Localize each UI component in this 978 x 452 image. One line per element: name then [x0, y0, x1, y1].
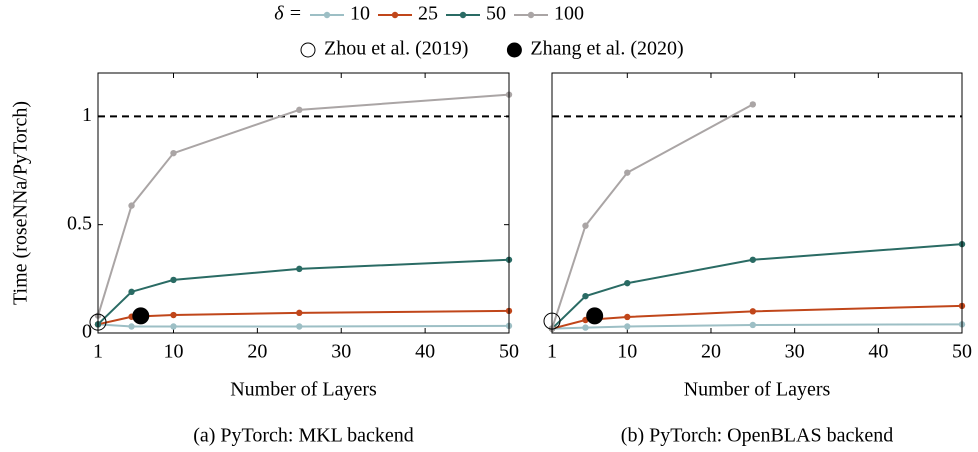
series-line — [97, 323, 510, 328]
x-tick-label: 40 — [868, 341, 888, 363]
series-line — [97, 309, 510, 326]
legend-label: 10 — [350, 3, 370, 25]
x-axis-label: Number of Layers — [230, 379, 377, 401]
y-axis-label: Time (roseNNa/PyTorch) — [10, 101, 32, 305]
x-tick-label: 40 — [415, 341, 435, 363]
series-line — [97, 93, 510, 316]
x-tick-label: 30 — [331, 341, 351, 363]
x-tick-label: 20 — [247, 341, 267, 363]
x-tick-label: 50 — [499, 341, 519, 363]
legend-label: 50 — [486, 3, 506, 25]
reference-point — [132, 307, 150, 325]
data-point — [624, 279, 631, 287]
data-point — [749, 256, 757, 263]
data-point — [296, 323, 303, 330]
legend-label: 25 — [418, 3, 438, 25]
series-line — [551, 323, 963, 330]
data-point — [170, 149, 177, 157]
y-tick-label: 0.5 — [67, 212, 92, 234]
data-point — [582, 292, 589, 300]
data-point — [749, 101, 757, 108]
data-point — [128, 288, 135, 296]
reference-point — [586, 307, 604, 325]
legend-marker — [300, 42, 316, 58]
data-point — [582, 222, 589, 229]
data-point — [170, 323, 177, 330]
x-tick-label: 10 — [163, 341, 183, 363]
legend-swatch-dot — [323, 11, 331, 19]
series-line — [551, 103, 754, 329]
data-point — [624, 313, 631, 321]
data-point — [296, 265, 303, 273]
x-tick-label: 30 — [785, 341, 805, 363]
x-tick-label: 1 — [93, 341, 103, 363]
x-tick-label: 10 — [617, 341, 637, 363]
data-point — [170, 311, 177, 319]
x-tick-label: 20 — [701, 341, 721, 363]
data-point — [128, 202, 135, 209]
legend-marker — [506, 42, 522, 58]
plot-frame — [97, 72, 510, 334]
y-tick-label: 0 — [82, 321, 92, 343]
caption: (b) PyTorch: OpenBLAS backend — [621, 425, 893, 447]
y-tick-label: 1 — [82, 104, 92, 126]
legend-swatch-dot — [391, 11, 399, 19]
plot-frame — [551, 72, 963, 334]
x-tick-label: 50 — [952, 341, 972, 363]
data-point — [296, 106, 303, 114]
data-point — [749, 308, 757, 315]
data-point — [296, 309, 303, 317]
legend-swatch-dot — [527, 11, 535, 19]
x-tick-label: 1 — [547, 341, 557, 363]
legend-label: 100 — [554, 3, 584, 25]
x-axis-label: Number of Layers — [684, 379, 831, 401]
data-point — [170, 276, 177, 284]
series-line — [551, 243, 963, 330]
legend-label: Zhang et al. (2020) — [530, 38, 683, 60]
legend-title: δ = — [274, 3, 302, 25]
data-point — [749, 321, 757, 329]
data-point — [128, 323, 135, 330]
data-point — [582, 324, 589, 331]
data-point — [624, 169, 631, 176]
legend-swatch-dot — [459, 11, 467, 19]
legend-label: Zhou et al. (2019) — [324, 38, 468, 60]
data-point — [624, 323, 631, 330]
caption: (a) PyTorch: MKL backend — [193, 425, 414, 447]
